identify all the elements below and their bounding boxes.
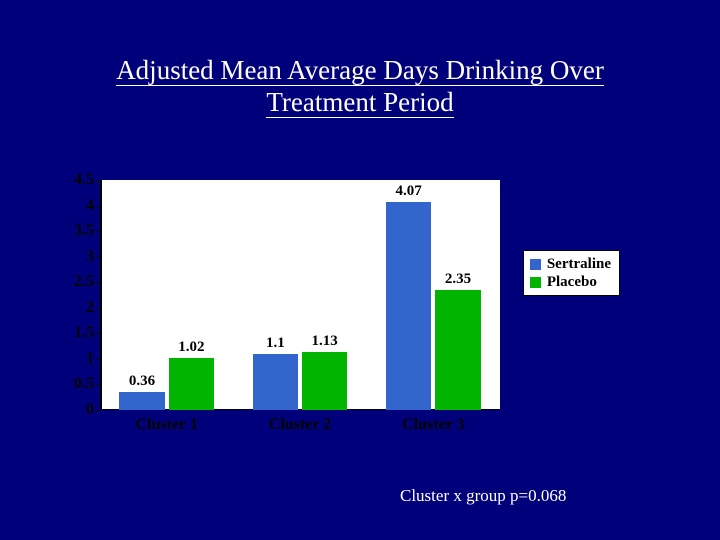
bar-value-label: 0.36 (129, 373, 155, 390)
legend-item-placebo: Placebo (530, 273, 611, 291)
ytick-mark (96, 180, 100, 181)
legend: Sertraline Placebo (523, 250, 620, 296)
title-line1: Adjusted Mean Average Days Drinking Over (116, 55, 604, 86)
legend-swatch-placebo (530, 277, 541, 288)
y-axis (100, 180, 102, 410)
ytick-mark (96, 231, 100, 232)
bar-value-label: 1.13 (312, 333, 338, 350)
legend-swatch-sertraline (530, 259, 541, 270)
footer-note: Cluster x group p=0.068 (400, 486, 566, 506)
bar-value-label: 1.1 (266, 335, 285, 352)
ytick-mark (96, 282, 100, 283)
ytick-mark (96, 384, 100, 385)
chart-title: Adjusted Mean Average Days Drinking Over… (0, 54, 720, 119)
plot-area: 00.511.522.533.544.50.361.02Cluster 11.1… (100, 180, 500, 410)
ytick-mark (96, 257, 100, 258)
legend-label-placebo: Placebo (547, 273, 597, 291)
title-line2: Treatment Period (266, 87, 453, 118)
x-category-label: Cluster 1 (135, 410, 197, 434)
ytick-mark (96, 206, 100, 207)
slide: Adjusted Mean Average Days Drinking Over… (0, 0, 720, 540)
legend-label-sertraline: Sertraline (547, 255, 611, 273)
bar-value-label: 2.35 (445, 271, 471, 288)
legend-item-sertraline: Sertraline (530, 255, 611, 273)
bar-value-label: 4.07 (396, 183, 422, 200)
ytick-mark (96, 359, 100, 360)
ytick-mark (96, 308, 100, 309)
bar-sertraline (253, 354, 298, 410)
bar-placebo (435, 290, 480, 410)
ytick-mark (96, 410, 100, 411)
footer-text: Cluster x group p=0.068 (400, 486, 566, 505)
x-category-label: Cluster 2 (269, 410, 331, 434)
x-category-label: Cluster 3 (402, 410, 464, 434)
ytick-mark (96, 333, 100, 334)
bar-sertraline (119, 392, 164, 410)
bar-placebo (302, 352, 347, 410)
bar-chart: 00.511.522.533.544.50.361.02Cluster 11.1… (50, 170, 610, 450)
bar-value-label: 1.02 (178, 339, 204, 356)
bar-placebo (169, 358, 214, 410)
bar-sertraline (386, 202, 431, 410)
